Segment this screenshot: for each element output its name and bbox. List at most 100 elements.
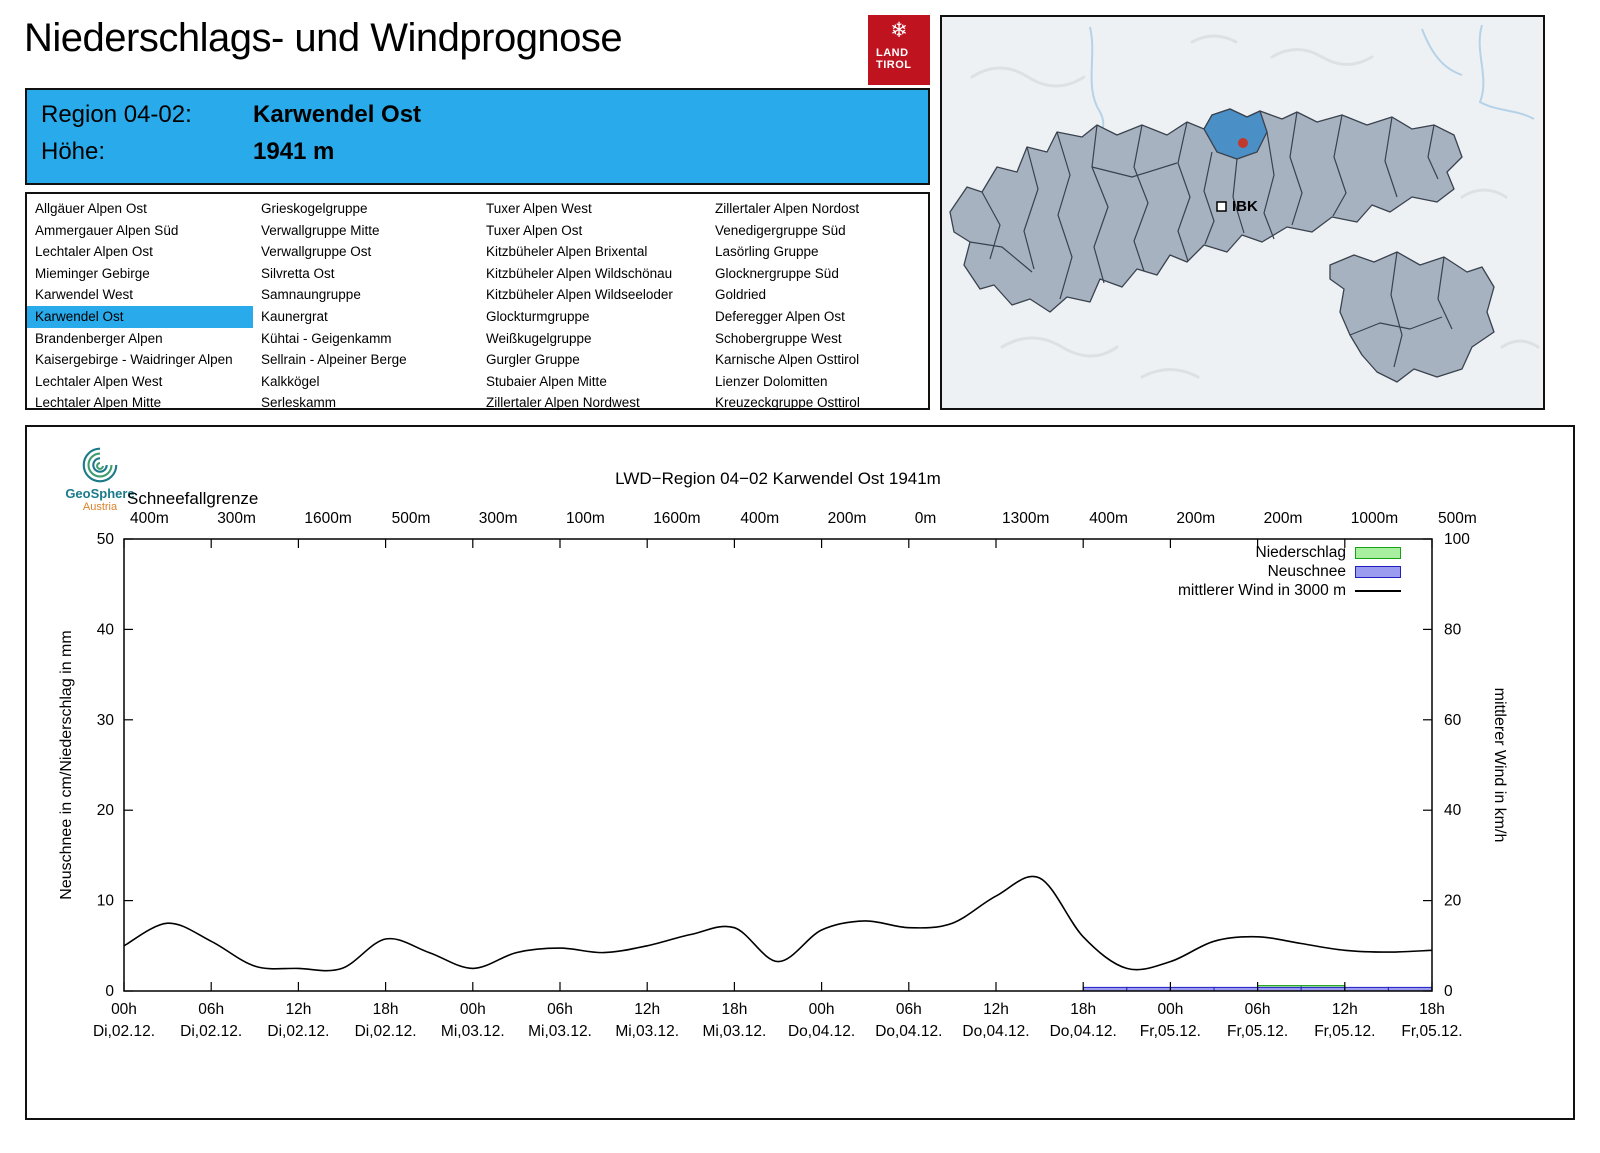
schneefallgrenze-value: 1000m [1351,510,1398,527]
x-tick-day-label: Mi,03.12. [528,1023,592,1040]
page-title: Niederschlags- und Windprognose [24,16,623,60]
y-left-tick-label: 10 [97,893,115,910]
land-tirol-logo: ❄ LAND TIROL [868,15,930,85]
region-list-item[interactable]: Brandenberger Alpen [35,330,163,346]
logo-line2: TIROL [876,59,912,71]
x-tick-time-label: 06h [1245,1001,1271,1018]
region-list-item[interactable]: Lienzer Dolomitten [715,373,828,389]
region-list-item[interactable]: Kühtai - Geigenkamm [261,330,392,346]
geosphere-logo: GeoSphere Austria [55,443,145,513]
legend-label: Neuschnee [1267,562,1346,580]
region-list-item[interactable]: Kalkkögel [261,373,320,389]
x-tick-time-label: 00h [809,1001,835,1018]
x-tick-time-label: 06h [896,1001,922,1018]
x-tick-time-label: 12h [1332,1001,1358,1018]
region-list-item[interactable]: Verwallgruppe Ost [261,244,372,260]
region-list-item[interactable]: Schobergruppe West [715,330,842,346]
x-tick-time-label: 18h [1070,1001,1096,1018]
geosphere-swirl-icon [82,447,118,483]
region-list-item[interactable]: Venedigergruppe Süd [715,222,846,238]
x-tick-day-label: Fr,05.12. [1401,1023,1462,1040]
map-region-main[interactable] [949,108,1463,313]
tirol-map-panel[interactable]: IBK [940,15,1545,410]
y-right-tick-label: 80 [1444,621,1462,638]
region-list-item[interactable]: Kaunergrat [261,308,328,324]
x-tick-day-label: Do,04.12. [875,1023,942,1040]
x-tick-time-label: 06h [547,1001,573,1018]
region-list-item[interactable]: Karwendel West [35,287,134,303]
region-list-item[interactable]: Kitzbüheler Alpen Wildseeloder [486,287,673,303]
schneefallgrenze-value: 300m [217,510,256,527]
region-list-item[interactable]: Samnaungruppe [261,287,361,303]
region-list-item[interactable]: Zillertaler Alpen Nordwest [486,395,640,411]
region-header-box: Region 04-02: Karwendel Ost Höhe: 1941 m [25,88,930,185]
schneefallgrenze-value: 0m [915,510,937,527]
region-list-item[interactable]: Tuxer Alpen Ost [486,222,583,238]
region-list-item[interactable]: Lechtaler Alpen West [35,373,163,389]
region-list-item[interactable]: Lechtaler Alpen Mitte [35,395,162,411]
schneefallgrenze-value: 400m [740,510,779,527]
x-tick-day-label: Di,02.12. [180,1023,242,1040]
region-list-item[interactable]: Zillertaler Alpen Nordost [715,201,860,216]
region-list-item[interactable]: Lasörling Gruppe [715,244,819,260]
region-list-item[interactable]: Ammergauer Alpen Süd [35,222,179,238]
region-list-item[interactable]: Kitzbüheler Alpen Wildschönau [486,265,673,281]
x-tick-day-label: Do,04.12. [788,1023,855,1040]
ibk-marker [1216,201,1227,212]
chart-title: LWD−Region 04−02 Karwendel Ost 1941m [615,469,941,488]
region-list-item[interactable]: Glocknergruppe Süd [715,265,839,281]
y-left-tick-label: 30 [97,712,115,729]
schneefallgrenze-value: 1600m [653,510,700,527]
region-list-item[interactable]: Stubaier Alpen Mitte [486,373,607,389]
x-tick-day-label: Fr,05.12. [1314,1023,1375,1040]
region-list-item[interactable]: Verwallgruppe Mitte [261,222,380,238]
region-value: Karwendel Ost [253,101,422,128]
y-right-tick-label: 20 [1444,893,1462,910]
terrain-texture [970,34,1540,379]
map-marker-dot [1238,138,1248,148]
region-list-item[interactable]: Tuxer Alpen West [486,201,592,216]
region-list-columns: Allgäuer Alpen Ost Ammergauer Alpen Süd Le… [27,194,928,414]
geosphere-sub: Austria [82,501,118,513]
region-list-item[interactable]: Allgäuer Alpen Ost [35,201,147,216]
x-tick-time-label: 06h [198,1001,224,1018]
region-list-item[interactable]: Serleskamm [261,395,337,411]
schneefallgrenze-value: 400m [130,510,169,527]
altitude-label: Höhe: [41,138,106,165]
region-list-item[interactable]: Kreuzeckgruppe Osttirol [715,395,860,411]
region-list-item[interactable]: Kitzbüheler Alpen Brixental [486,244,648,260]
y-left-tick-label: 40 [97,621,115,638]
schneefallgrenze-value: 200m [828,510,867,527]
schneefallgrenze-value: 500m [1438,510,1477,527]
legend-row: Niederschlag [1178,543,1401,562]
region-list-item[interactable]: Silvretta Ost [261,265,335,281]
y-right-tick-label: 100 [1444,531,1470,548]
legend-label: mittlerer Wind in 3000 m [1178,581,1346,599]
schneefallgrenze-values: 400m 300m 1600m 500m 300m 100m 1600m 400m 200m 0m… [130,510,1477,527]
region-list-item[interactable]: Mieminger Gebirge [35,265,150,281]
x-tick-day-label: Mi,03.12. [703,1023,767,1040]
region-list-item[interactable]: Deferegger Alpen Ost [715,308,845,324]
region-list-item[interactable]: Goldried [715,287,767,303]
logo-line1: LAND [876,47,909,59]
region-list-item[interactable]: Weißkugelgruppe [486,330,592,346]
region-list-column: Zillertaler Alpen Nordost Venedigergruppe… [707,198,928,414]
schneefallgrenze-value: 400m [1089,510,1128,527]
region-list-item[interactable]: Kaisergebirge - Waidringer Alpen [35,352,233,368]
map-region-east-tirol[interactable] [1329,251,1495,383]
region-list-item[interactable]: Lechtaler Alpen Ost [35,244,153,260]
land-tirol-logo-text: LAND TIROL [868,44,930,71]
map-region-selected[interactable] [1203,108,1268,160]
region-list-item[interactable]: Karnische Alpen Osttirol [715,352,860,368]
geosphere-name: GeoSphere [65,486,135,501]
region-list-item[interactable]: Gurgler Gruppe [486,352,580,368]
region-list-item[interactable]: Glockturmgruppe [486,308,590,324]
region-list-item[interactable]: Sellrain - Alpeiner Berge [261,352,407,368]
region-list-item[interactable]: Grieskogelgruppe [261,201,368,216]
region-list-item[interactable]: Karwendel Ost [27,305,253,328]
region-label: Region 04-02: [41,101,192,128]
schneefallgrenze-value: 100m [566,510,605,527]
x-tick-day-label: Mi,03.12. [441,1023,505,1040]
region-list: Allgäuer Alpen Ost Ammergauer Alpen Süd Le… [25,192,930,410]
legend-row: mittlerer Wind in 3000 m [1178,581,1401,600]
